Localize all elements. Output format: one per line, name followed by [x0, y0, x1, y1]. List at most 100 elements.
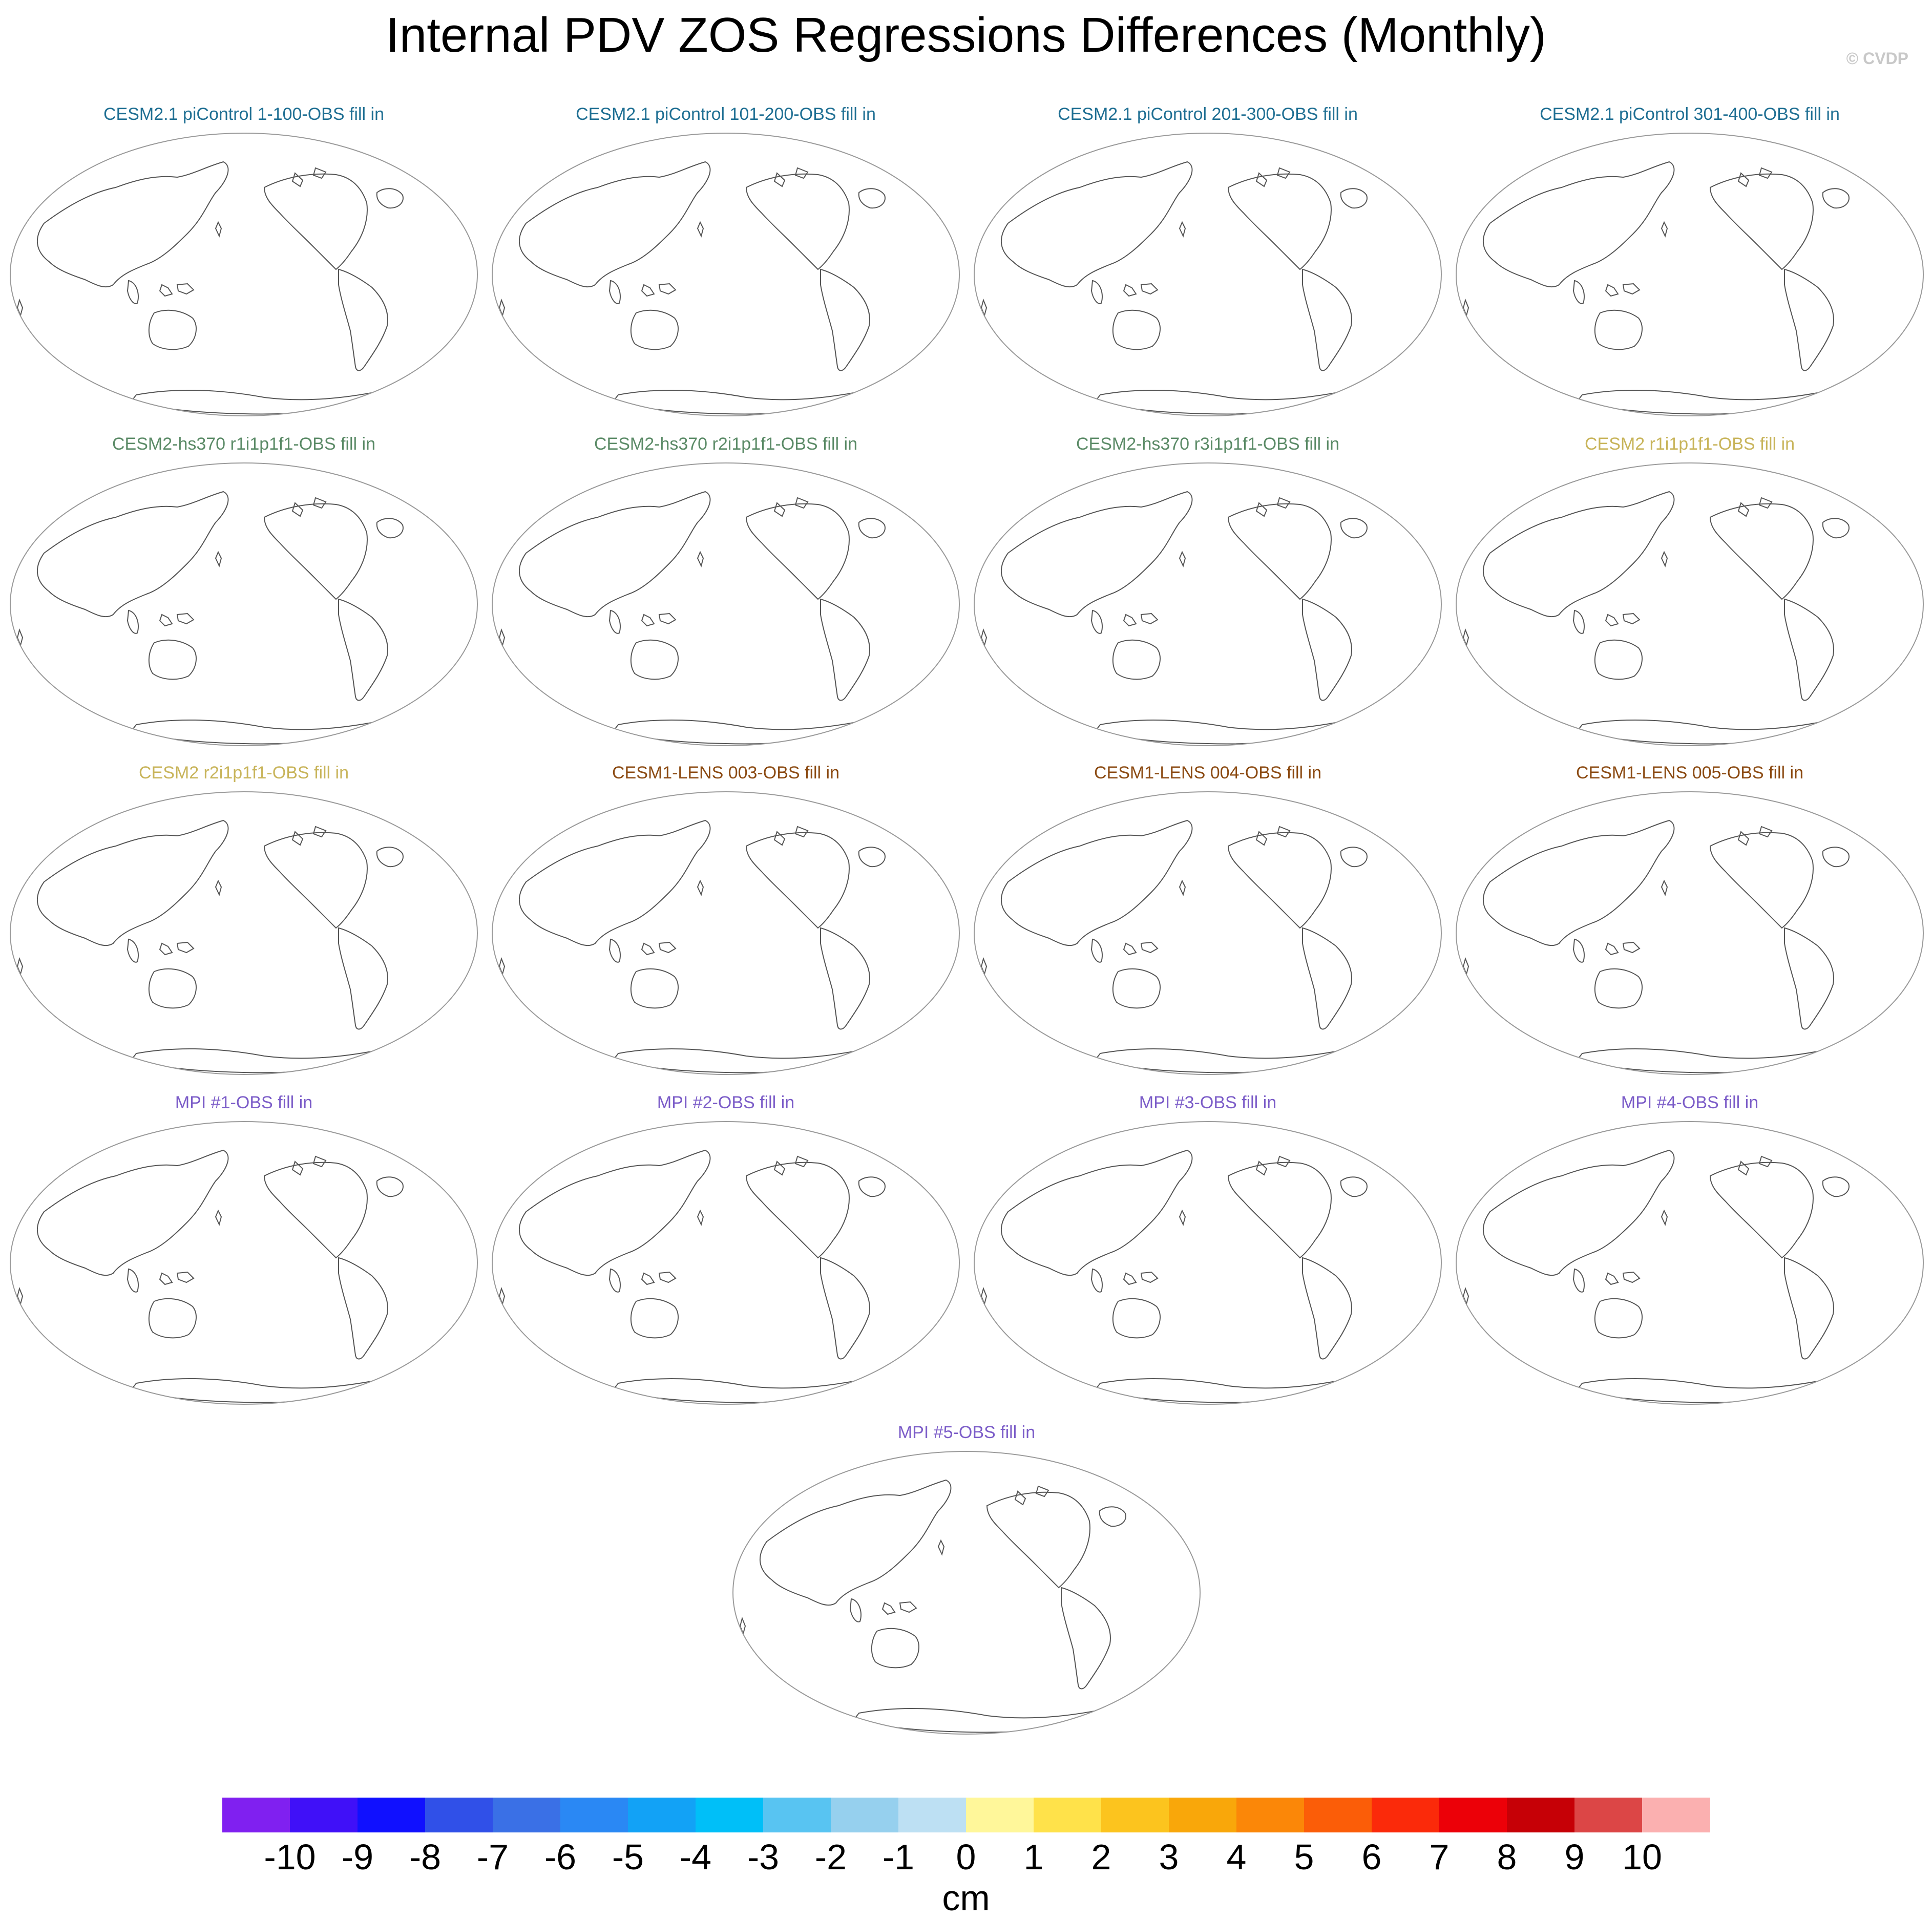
coastline	[36, 161, 229, 288]
coastline	[1094, 719, 1363, 745]
coastline	[1179, 551, 1186, 567]
map-panel-title: CESM2 r1i1p1f1-OBS fill in	[1584, 434, 1795, 454]
coastline	[630, 968, 679, 1009]
coastline	[1622, 1271, 1641, 1283]
coastline	[1822, 1176, 1850, 1197]
colorbar-swatch	[1439, 1798, 1507, 1832]
map-border	[974, 791, 1442, 1075]
coastline	[1140, 941, 1159, 954]
coastline	[338, 598, 388, 701]
coastline	[986, 1491, 1090, 1589]
coastline	[1758, 1155, 1773, 1168]
coastline	[745, 832, 850, 929]
coastline	[376, 847, 404, 868]
map-panel: CESM2 r1i1p1f1-OBS fill in	[1454, 434, 1925, 762]
world-map	[10, 791, 478, 1075]
map-panel-title: MPI #1-OBS fill in	[175, 1093, 313, 1112]
world-map	[732, 1451, 1201, 1735]
coastline	[820, 927, 870, 1030]
colorbar-tick-label: 8	[1497, 1837, 1517, 1877]
coastline	[1340, 518, 1368, 539]
colorbar-swatch	[1101, 1798, 1169, 1832]
coastline	[1227, 173, 1332, 270]
colorbar-tick-label: 9	[1564, 1837, 1585, 1877]
coastline	[1302, 1257, 1352, 1360]
coastline	[1000, 1149, 1193, 1276]
coastline	[739, 1616, 746, 1636]
map-panel: CESM2.1 piControl 1-100-OBS fill in	[8, 104, 479, 432]
coastline	[16, 298, 24, 318]
colorbar-swatch	[1574, 1798, 1643, 1832]
coastline	[159, 942, 173, 956]
coastline	[820, 268, 870, 371]
coastline	[1594, 1298, 1643, 1339]
coastline	[820, 598, 870, 701]
coastline	[338, 927, 388, 1030]
coastline	[745, 503, 850, 600]
coastline	[312, 497, 327, 509]
coastline	[1140, 1271, 1159, 1283]
map-border	[10, 462, 478, 746]
map-panel: CESM1-LENS 004-OBS fill in	[972, 763, 1443, 1091]
map-border	[974, 1121, 1442, 1405]
colorbar-swatch	[1507, 1798, 1575, 1832]
coastline	[263, 1162, 368, 1259]
coastline	[176, 941, 195, 954]
coastline	[215, 551, 222, 567]
map-panel: MPI #4-OBS fill in	[1454, 1093, 1925, 1421]
coastline	[1709, 503, 1814, 600]
world-map	[1456, 791, 1924, 1075]
coastline	[1576, 389, 1845, 415]
coastline	[1302, 268, 1352, 371]
coastline	[16, 1286, 24, 1306]
coastline	[794, 497, 809, 509]
map-panel-title: MPI #2-OBS fill in	[657, 1093, 795, 1112]
colorbar-swatch	[1034, 1798, 1102, 1832]
coastline	[176, 613, 195, 625]
map-border	[492, 791, 960, 1075]
colorbar-swatch	[493, 1798, 561, 1832]
coastline	[1276, 497, 1291, 509]
coastline	[159, 284, 173, 297]
coastline	[1276, 1155, 1291, 1168]
colorbar-tick-label: -8	[409, 1837, 442, 1877]
colorbar-tick-label: -9	[341, 1837, 374, 1877]
coastline	[1482, 491, 1675, 618]
world-map	[974, 133, 1442, 416]
map-panel: MPI #1-OBS fill in	[8, 1093, 479, 1421]
coastline	[1482, 161, 1675, 288]
coastline	[215, 879, 222, 896]
coastline	[148, 309, 197, 350]
coastline	[1179, 221, 1186, 238]
map-panel: CESM1-LENS 003-OBS fill in	[490, 763, 961, 1091]
colorbar-swatch	[831, 1798, 899, 1832]
coastline	[641, 614, 655, 627]
coastline	[1179, 879, 1186, 896]
coastline	[130, 1377, 399, 1403]
map-border	[10, 791, 478, 1075]
colorbar-tick-label: -5	[612, 1837, 644, 1877]
map-panel-title: MPI #3-OBS fill in	[1139, 1093, 1277, 1112]
coastline	[1179, 1209, 1186, 1226]
coastline	[1605, 1272, 1619, 1285]
coastline	[1822, 518, 1850, 539]
world-map	[10, 462, 478, 746]
coastline	[1661, 551, 1668, 567]
coastline	[159, 1272, 173, 1285]
coastline	[820, 1257, 870, 1360]
coastline	[1594, 639, 1643, 680]
coastline	[1099, 1506, 1126, 1527]
colorbar-swatch	[290, 1798, 358, 1832]
coastline	[1462, 1286, 1469, 1306]
colorbar-swatch	[1169, 1798, 1237, 1832]
coastline	[1605, 614, 1619, 627]
colorbar-tick-label: 7	[1429, 1837, 1450, 1877]
coastline	[312, 167, 327, 179]
coastline	[858, 518, 886, 539]
coastline	[1576, 1377, 1845, 1403]
colorbar-tick-label: 5	[1294, 1837, 1314, 1877]
coastline	[612, 1047, 881, 1073]
colorbar-swatch	[1372, 1798, 1440, 1832]
coastline	[1572, 1268, 1585, 1293]
coastline	[36, 1149, 229, 1276]
